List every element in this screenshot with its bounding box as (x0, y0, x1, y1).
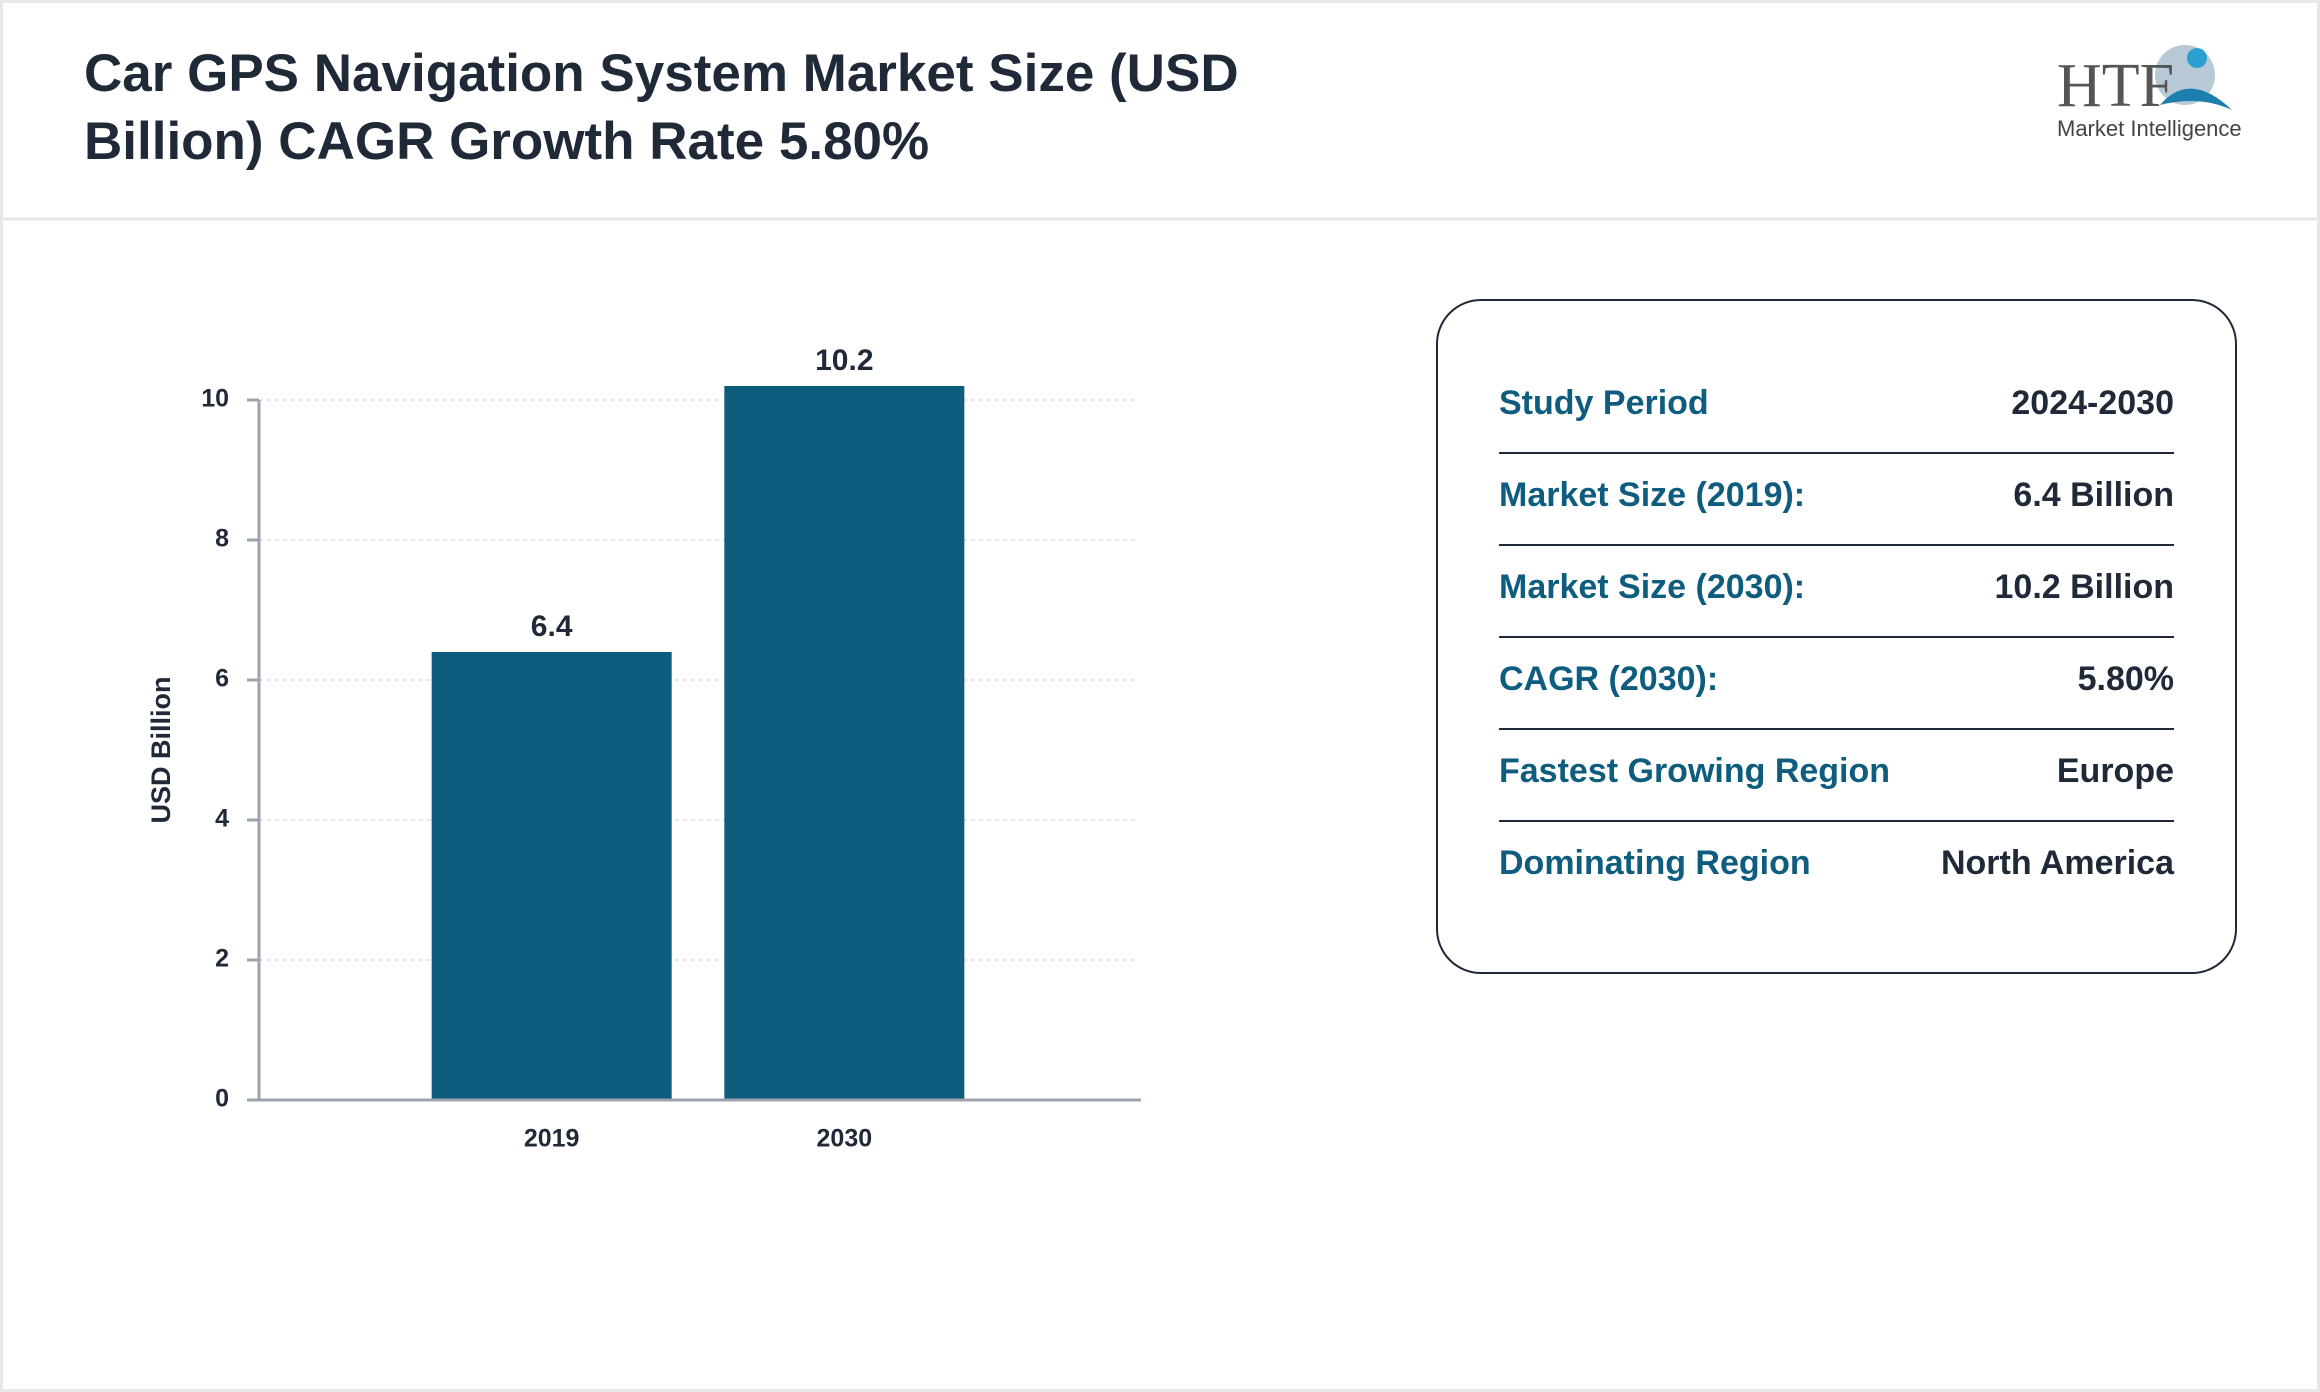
summary-label: Study Period (1499, 384, 1709, 422)
summary-value: North America (1941, 844, 2175, 882)
summary-label: Dominating Region (1499, 844, 1811, 882)
x-tick-label: 2030 (817, 1125, 873, 1153)
chart: 0 2 4 6 8 10 USD Billion 6.4 2019 10.2 2030 (146, 344, 1141, 1153)
y-tick-label: 0 (215, 1085, 229, 1113)
value-label: 6.4 (531, 610, 573, 643)
summary-label: Fastest Growing Region (1499, 752, 1890, 790)
summary-label: Market Size (2019): (1499, 476, 1805, 514)
summary-value: 5.80% (2078, 660, 2174, 698)
summary-value: 10.2 Billion (1995, 568, 2175, 606)
summary-label: Market Size (2030): (1499, 568, 1805, 606)
bar (724, 386, 965, 1100)
logo-icon (2160, 88, 2232, 110)
summary-table: Study Period 2024-2030 Market Size (2019):… (1499, 384, 2175, 882)
y-tick-label: 8 (215, 525, 229, 553)
summary-label: CAGR (2030): (1499, 660, 1718, 698)
value-label: 10.2 (815, 344, 873, 377)
title: Car GPS Navigation System Market Size (U… (84, 44, 1239, 103)
summary-value: 6.4 Billion (2013, 476, 2174, 514)
y-tick-label: 10 (201, 385, 229, 413)
title: Billion) CAGR Growth Rate 5.80% (84, 112, 929, 171)
bar (431, 652, 672, 1100)
summary-value: Europe (2057, 752, 2174, 790)
y-tick-label: 4 (215, 805, 229, 833)
x-tick-label: 2019 (524, 1125, 580, 1153)
y-tick-label: 6 (215, 665, 229, 693)
logo: HTF Market Intelligence (2057, 45, 2242, 141)
y-tick-label: 2 (215, 945, 229, 973)
summary-value: 2024-2030 (2011, 384, 2174, 422)
logo-icon (2187, 48, 2207, 68)
y-axis-label: USD Billion (146, 677, 176, 824)
logo-tagline: Market Intelligence (2057, 116, 2242, 141)
logo-mark: HTF (2057, 52, 2174, 120)
